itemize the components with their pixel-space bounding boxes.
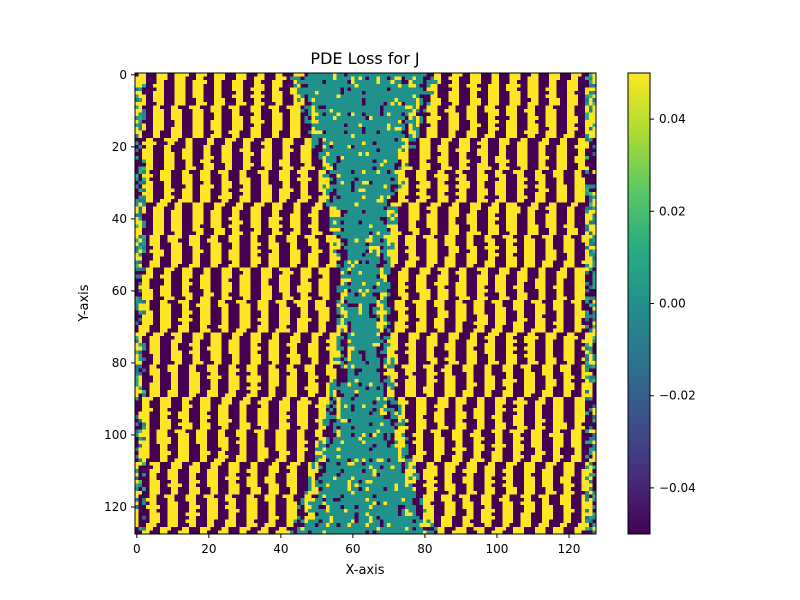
y-tick-label: 80 [112,356,127,370]
x-axis-ticks: 0 20 40 60 80 100 120 [133,534,580,556]
y-tick-label: 40 [112,212,127,226]
x-tick-label: 120 [558,542,581,556]
y-axis-label: Y-axis [77,284,92,322]
colorbar-tick-label: 0.00 [659,297,686,311]
y-tick-label: 20 [112,140,127,154]
x-tick-label: 20 [201,542,216,556]
x-tick-label: 100 [486,542,509,556]
x-axis-label: X-axis [346,563,385,578]
y-tick-label: 100 [104,428,127,442]
x-tick-label: 60 [345,542,360,556]
colorbar-tick-label: −0.02 [659,389,696,403]
colorbar-gradient [627,72,651,535]
colorbar: 0.04 0.02 0.00 −0.02 −0.04 [627,72,696,535]
y-tick-label: 120 [104,500,127,514]
y-tick-label: 0 [119,68,127,82]
x-tick-label: 80 [417,542,432,556]
x-tick-label: 40 [273,542,288,556]
y-axis-ticks: 0 20 40 60 80 100 120 [104,68,135,514]
colorbar-tick-label: 0.04 [659,112,686,126]
plot-frame [134,72,597,535]
colorbar-tick-label: 0.02 [659,204,686,218]
heatmap-plot-area [134,72,597,535]
chart-title: PDE Loss for J [310,49,419,68]
heatmap-image [135,73,596,534]
x-tick-label: 0 [133,542,141,556]
colorbar-tick-label: −0.04 [659,481,696,495]
colorbar-ticks: 0.04 0.02 0.00 −0.02 −0.04 [650,112,696,495]
y-tick-label: 60 [112,284,127,298]
